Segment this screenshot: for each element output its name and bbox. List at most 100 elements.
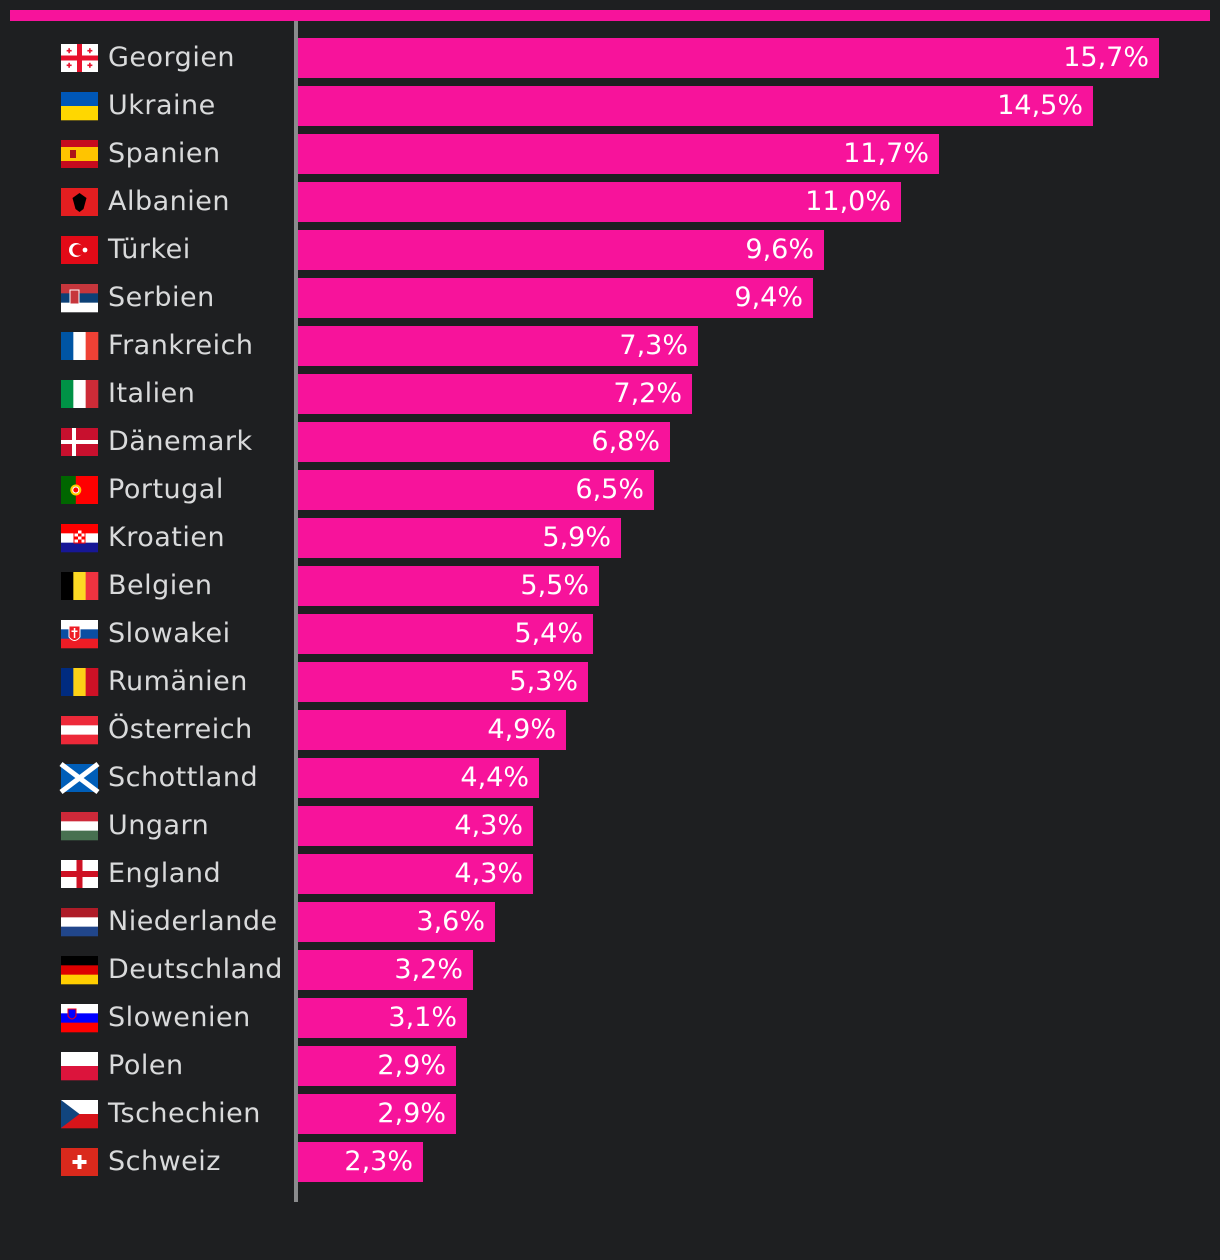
slovakia-flag-icon [61,620,98,649]
spain-flag-icon [61,140,98,168]
category-label: Tschechien [107,1098,261,1129]
albania-flag-icon [61,188,98,216]
bar-deutschland [297,950,473,990]
value-label: 15,7% [1063,42,1149,73]
bar-tschechien [297,1094,456,1134]
value-label: 14,5% [997,90,1083,121]
bar-albanien [297,182,901,222]
category-label: Frankreich [108,330,254,361]
bar-serbien [297,278,813,318]
bar-georgien [297,38,1159,78]
netherlands-flag-icon [61,908,98,937]
bar-belgien [297,566,599,606]
value-label: 2,9% [377,1050,446,1081]
bar-österreich [297,710,566,750]
value-label: 2,9% [377,1098,446,1129]
top-accent-bar [10,10,1210,21]
category-label: Schottland [108,762,258,793]
category-label: Deutschland [108,954,283,985]
czechia-flag-icon [61,1100,98,1129]
category-label: Kroatien [108,522,225,553]
category-label: Türkei [107,234,191,265]
category-label: Belgien [108,570,213,601]
bar-türkei [297,230,824,270]
georgia-flag-icon [61,44,98,72]
category-label: Niederlande [108,906,278,937]
bar-italien [297,374,692,414]
category-label: Schweiz [108,1146,221,1177]
category-label: Georgien [108,42,235,73]
bar-england [297,854,533,894]
category-label: Ungarn [108,810,209,841]
bar-ukraine [297,86,1093,126]
value-label: 9,6% [745,234,814,265]
croatia-flag-icon [61,524,98,553]
value-label: 6,5% [575,474,644,505]
value-label: 7,3% [619,330,688,361]
value-label: 3,1% [388,1002,457,1033]
belgium-flag-icon [61,572,99,600]
denmark-flag-icon [61,428,98,456]
bar-ungarn [297,806,533,846]
value-label: 4,9% [487,714,556,745]
slovenia-flag-icon [61,1004,98,1033]
value-label: 4,4% [460,762,529,793]
bar-kroatien [297,518,621,558]
hungary-flag-icon [61,812,98,841]
value-label: 5,9% [542,522,611,553]
value-label: 3,6% [416,906,485,937]
value-label: 5,3% [509,666,578,697]
poland-flag-icon [61,1052,98,1081]
turkey-flag-icon [61,236,98,264]
category-label: Ukraine [108,90,216,121]
value-label: 9,4% [734,282,803,313]
category-label: Spanien [108,138,221,169]
category-label: Albanien [108,186,230,217]
bar-spanien [297,134,939,174]
italy-flag-icon [61,380,99,408]
bar-frankreich [297,326,698,366]
value-label: 11,7% [843,138,929,169]
switzerland-flag-icon [61,1148,98,1176]
bar-portugal [297,470,654,510]
scotland-flag-icon [59,762,100,794]
value-label: 4,3% [454,858,523,889]
england-flag-icon [61,860,98,888]
ukraine-flag-icon [61,92,98,121]
value-label: 5,5% [520,570,589,601]
value-label: 11,0% [805,186,891,217]
romania-flag-icon [61,668,99,696]
category-label: Slowenien [108,1002,251,1033]
bar-rumänien [297,662,588,702]
category-label: Polen [108,1050,184,1081]
y-axis-line [294,21,298,1202]
value-label: 7,2% [613,378,682,409]
category-label: Dänemark [108,426,253,457]
category-label: Italien [108,378,195,409]
category-label: Portugal [108,474,224,505]
portugal-flag-icon [61,476,98,504]
value-label: 3,2% [394,954,463,985]
serbia-flag-icon [61,284,98,313]
value-label: 6,8% [591,426,660,457]
bar-slowenien [297,998,467,1038]
category-label: Slowakei [108,618,231,649]
bar-niederlande [297,902,495,942]
category-label: Rumänien [108,666,248,697]
bar-slowakei [297,614,593,654]
austria-flag-icon [61,716,98,745]
bar-schweiz [297,1142,423,1182]
bar-schottland [297,758,539,798]
category-label: Serbien [108,282,215,313]
value-label: 2,3% [344,1146,413,1177]
bar-polen [297,1046,456,1086]
bar-dänemark [297,422,670,462]
germany-flag-icon [61,956,98,985]
category-label: England [108,858,221,889]
category-label: Österreich [108,713,253,745]
value-label: 4,3% [454,810,523,841]
value-label: 5,4% [514,618,583,649]
france-flag-icon [61,332,99,360]
